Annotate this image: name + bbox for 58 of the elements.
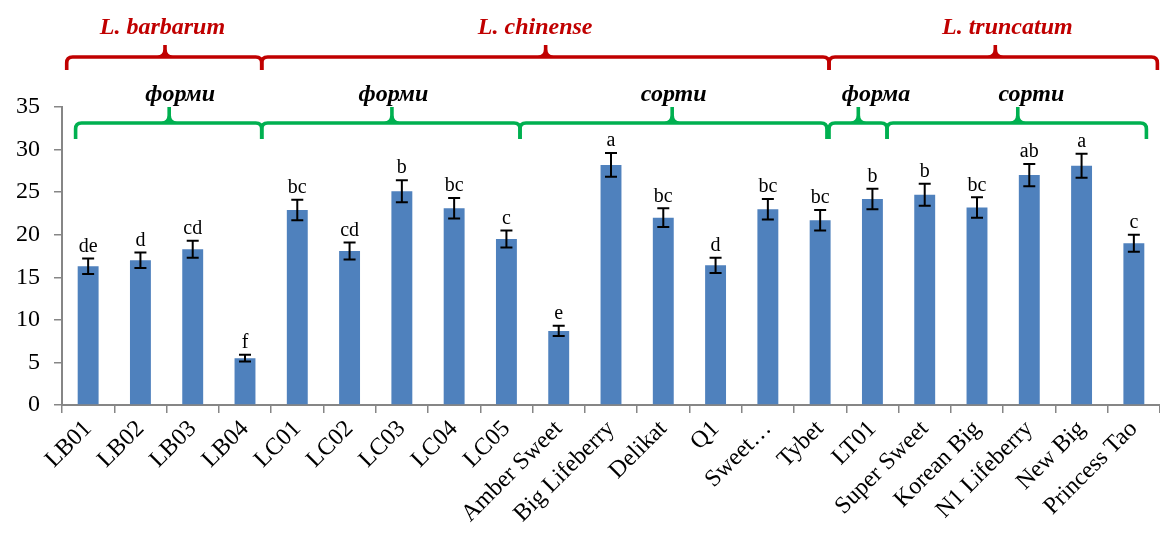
data-label: a [1077, 129, 1087, 152]
bar [1071, 165, 1093, 405]
data-label: bc [810, 185, 830, 208]
data-label: b [396, 155, 407, 178]
text: L. chinense [476, 13, 593, 39]
y-tick-label: 20 [16, 220, 40, 247]
bar [600, 164, 622, 405]
y-tick-label: 10 [16, 305, 40, 332]
bar [234, 358, 256, 405]
bar [286, 210, 308, 405]
bar [652, 217, 674, 405]
bar [809, 220, 831, 405]
data-label: c [501, 205, 511, 228]
data-label: d [135, 227, 146, 250]
bar [861, 198, 883, 405]
data-label: bc [758, 174, 778, 197]
data-label: bc [287, 175, 307, 198]
bar [914, 194, 936, 405]
text: сорти [640, 80, 707, 106]
bar [129, 260, 151, 405]
bar [339, 250, 361, 405]
y-tick-label: 25 [16, 177, 40, 204]
data-label: cd [183, 215, 203, 238]
text: L. truncatum [940, 13, 1073, 39]
data-label: f [241, 330, 249, 353]
text: форми [145, 80, 216, 106]
text: L. barbarum [98, 13, 226, 39]
data-label: c [1129, 209, 1139, 232]
y-tick-label: 30 [16, 134, 40, 161]
bar [1123, 243, 1145, 405]
bar [966, 207, 988, 405]
bar [705, 265, 727, 405]
bar [757, 209, 779, 405]
bar [1018, 175, 1040, 405]
text: сорти [998, 80, 1065, 106]
data-label: bc [653, 183, 673, 206]
y-tick-label: 15 [16, 262, 40, 289]
data-label: d [710, 232, 721, 255]
text: форма [841, 80, 911, 106]
data-label: b [867, 163, 878, 186]
bar [182, 249, 204, 405]
y-tick-label: 5 [28, 347, 40, 374]
bar [391, 191, 413, 405]
bar [548, 330, 570, 405]
text: форми [358, 80, 429, 106]
data-label: cd [340, 217, 360, 240]
data-label: a [606, 128, 616, 151]
data-label: bc [444, 173, 464, 196]
data-label: b [919, 158, 930, 181]
bar [495, 238, 517, 405]
y-tick-label: 0 [28, 390, 40, 417]
data-label: ab [1019, 139, 1039, 162]
data-label: de [78, 233, 98, 256]
bar [443, 208, 465, 405]
data-label: bc [967, 172, 987, 195]
bar [77, 266, 99, 405]
y-tick-label: 35 [16, 92, 40, 119]
data-label: e [554, 301, 564, 324]
